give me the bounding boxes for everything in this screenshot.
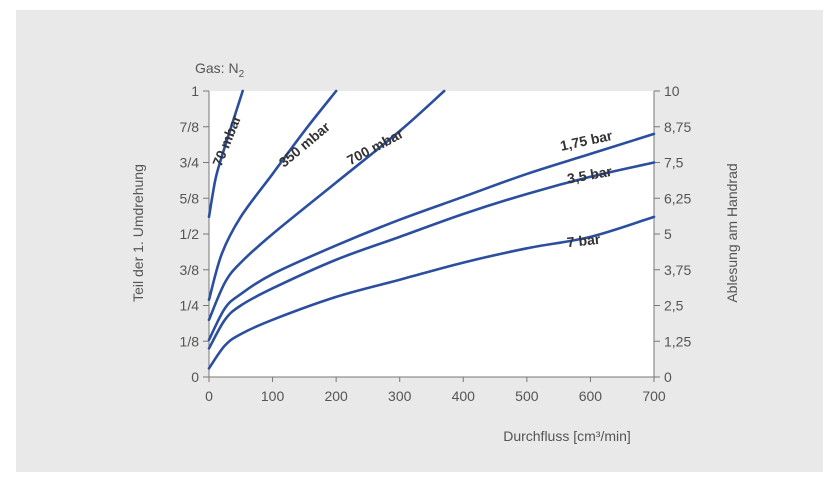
y-tick-label-right: 3,75 — [664, 262, 691, 278]
y-tick-label-left: 5/8 — [180, 190, 200, 206]
x-tick-label: 400 — [452, 388, 476, 404]
y-tick-label-right: 0 — [664, 369, 672, 385]
series-line — [207, 89, 446, 322]
x-tick-label: 700 — [642, 388, 666, 404]
x-tick-label: 100 — [261, 388, 285, 404]
y-tick-label-right: 8,75 — [664, 119, 691, 135]
y-tick-label-right: 6,25 — [664, 190, 691, 206]
y-tick-label-left: 1/4 — [180, 298, 200, 314]
series-line — [207, 89, 244, 219]
series-line — [207, 161, 656, 350]
y-tick-label-left: 1/8 — [180, 333, 200, 349]
x-tick-label: 600 — [579, 388, 603, 404]
y-tick-label-left: 1 — [191, 83, 199, 99]
bottom-axis: 0 100 200 300 400 500 600 700 — [205, 376, 666, 404]
y-tick-label-right: 1,25 — [664, 333, 691, 349]
y-tick-label-left: 3/8 — [180, 262, 200, 278]
y-tick-label-left: 3/4 — [180, 155, 200, 171]
y-tick-label-right: 7,5 — [664, 155, 684, 171]
series-line — [207, 215, 656, 370]
y-tick-label-left: 0 — [191, 369, 199, 385]
y-tick-label-left: 1/2 — [180, 226, 200, 242]
x-tick-label: 500 — [515, 388, 539, 404]
series-line — [207, 132, 656, 342]
x-tick-label: 0 — [205, 388, 213, 404]
series-label: 3,5 bar — [566, 163, 614, 187]
x-tick-label: 200 — [324, 388, 348, 404]
y-tick-label-right: 2,5 — [664, 298, 684, 314]
y-axis-label-left: Teil der 1. Umdrehung — [130, 164, 146, 302]
left-axis: 0 1/8 1/4 3/8 1/2 5/8 3/4 7/8 1 — [180, 83, 210, 385]
x-axis-label: Durchfluss [cm³/min] — [503, 428, 631, 444]
y-tick-label-right: 10 — [664, 83, 680, 99]
series-layer — [207, 89, 656, 370]
y-tick-label-left: 7/8 — [180, 119, 200, 135]
right-axis: 0 1,25 2,5 3,75 5 6,25 7,5 8,75 10 — [653, 83, 691, 385]
y-axis-label-right: Ablesung am Handrad — [724, 163, 740, 302]
gas-label: Gas: N2 — [195, 60, 245, 80]
plot-area — [209, 91, 654, 377]
x-tick-label: 300 — [388, 388, 412, 404]
y-tick-label-right: 5 — [664, 226, 672, 242]
series-label: 7 bar — [566, 231, 601, 250]
series-line — [207, 89, 338, 302]
